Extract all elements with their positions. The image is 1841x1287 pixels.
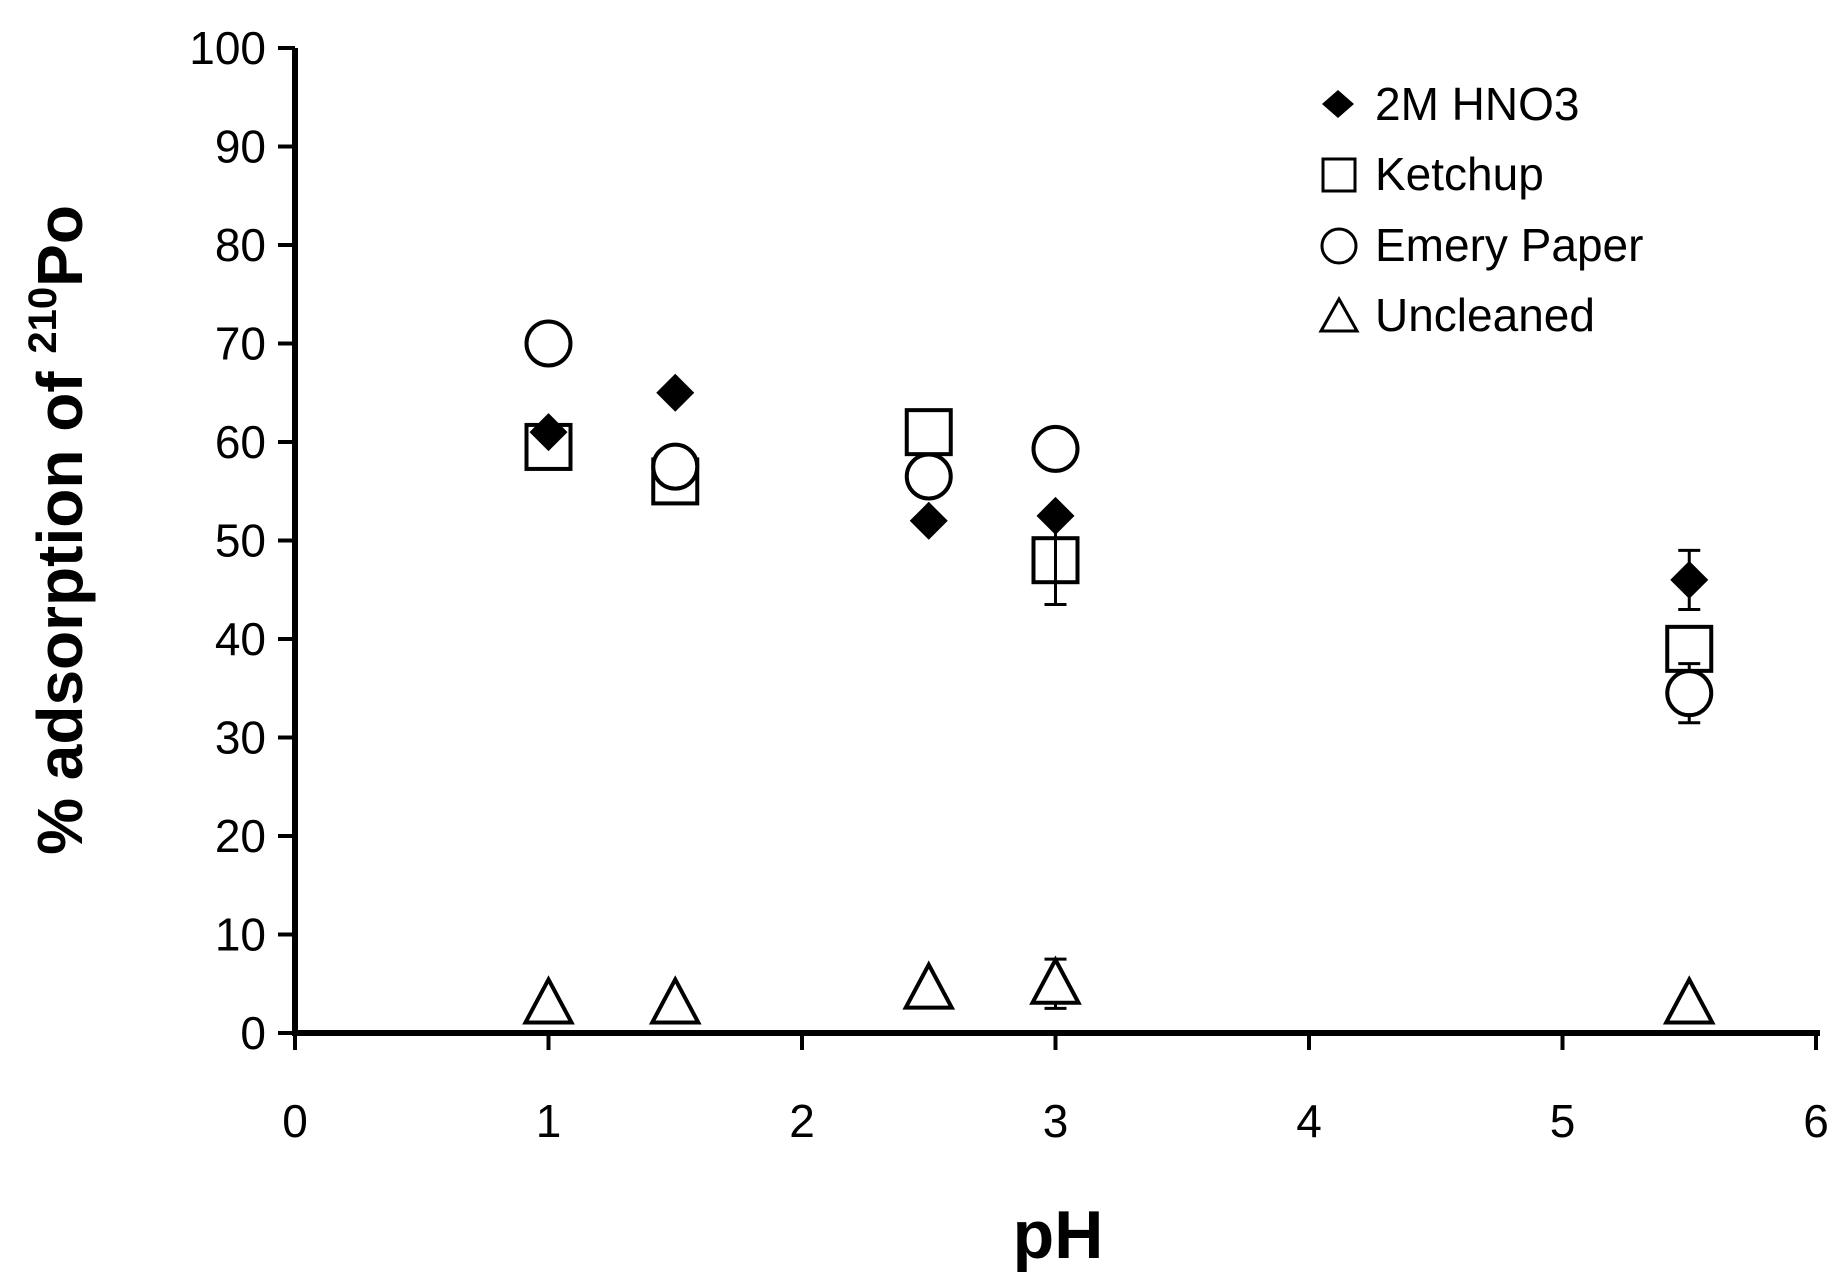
x-tick-label: 4 [1296,1095,1322,1147]
y-axis-title-main: % adsorption of [24,354,96,855]
marker-uncleaned [522,975,575,1025]
marker-uncleaned [648,975,702,1025]
marker-uncleaned [1662,975,1716,1025]
x-tick-label: 0 [282,1095,308,1147]
legend-item-hno3: 2M HNO3 [1322,78,1579,130]
marker-2m-hno3 [1036,496,1075,535]
legend-item-uncleaned: Uncleaned [1318,289,1595,341]
y-tick-label: 70 [215,318,266,370]
marker-emery-paper [651,442,700,491]
marker-2m-hno3 [529,413,568,452]
y-axis-title: % adsorption of 210Po [21,205,96,855]
y-tick-label: 60 [215,416,266,468]
marker-ketchup [524,422,573,471]
marker-emery-paper [904,452,953,501]
marker-ketchup [1665,624,1714,673]
marker-emery-paper [1665,669,1714,718]
y-tick-label: 20 [215,810,266,862]
marker-2m-hno3 [656,373,695,412]
legend-marker-open-square-icon [1321,157,1357,193]
marker-uncleaned [902,960,956,1010]
legend-marker-open-triangle-icon [1318,295,1360,333]
y-axis-title-superscript: 210 [21,287,65,354]
y-tick-label: 0 [240,1007,266,1059]
x-ticks: 0 1 2 3 4 5 6 [282,1033,1829,1147]
y-tick-label: 100 [189,22,266,74]
legend-marker-filled-diamond-icon [1322,90,1354,118]
marker-emery-paper [1031,424,1080,473]
y-ticks: 0 10 20 30 40 50 60 70 80 90 100 [189,22,295,1059]
legend-label-uncleaned: Uncleaned [1375,289,1595,341]
y-tick-label: 10 [215,909,266,961]
y-axis-title-element: Po [24,205,96,287]
marker-2m-hno3 [909,501,948,540]
legend-label-hno3: 2M HNO3 [1375,78,1579,130]
marker-emery-paper [524,319,573,368]
y-tick-label: 50 [215,515,266,567]
legend-item-emery-paper: Emery Paper [1320,219,1643,271]
marker-2m-hno3 [1670,560,1709,599]
marker-ketchup [1031,536,1080,585]
legend-marker-open-circle-icon [1320,227,1358,265]
x-tick-label: 5 [1550,1095,1576,1147]
y-tick-label: 30 [215,712,266,764]
legend-label-ketchup: Ketchup [1375,148,1544,200]
x-tick-label: 3 [1043,1095,1069,1147]
marker-uncleaned [1029,955,1082,1005]
legend: 2M HNO3 Ketchup Emery Paper Uncleaned [1318,78,1643,341]
data-markers [522,319,1716,1025]
y-tick-label: 40 [215,613,266,665]
x-tick-label: 2 [789,1095,815,1147]
x-axis-title: pH [1013,1197,1104,1273]
y-tick-label: 90 [215,121,266,173]
y-tick-label: 80 [215,219,266,271]
x-tick-label: 6 [1803,1095,1829,1147]
x-tick-label: 1 [536,1095,562,1147]
marker-ketchup [904,408,953,457]
legend-label-emery-paper: Emery Paper [1375,219,1643,271]
legend-item-ketchup: Ketchup [1321,148,1544,200]
